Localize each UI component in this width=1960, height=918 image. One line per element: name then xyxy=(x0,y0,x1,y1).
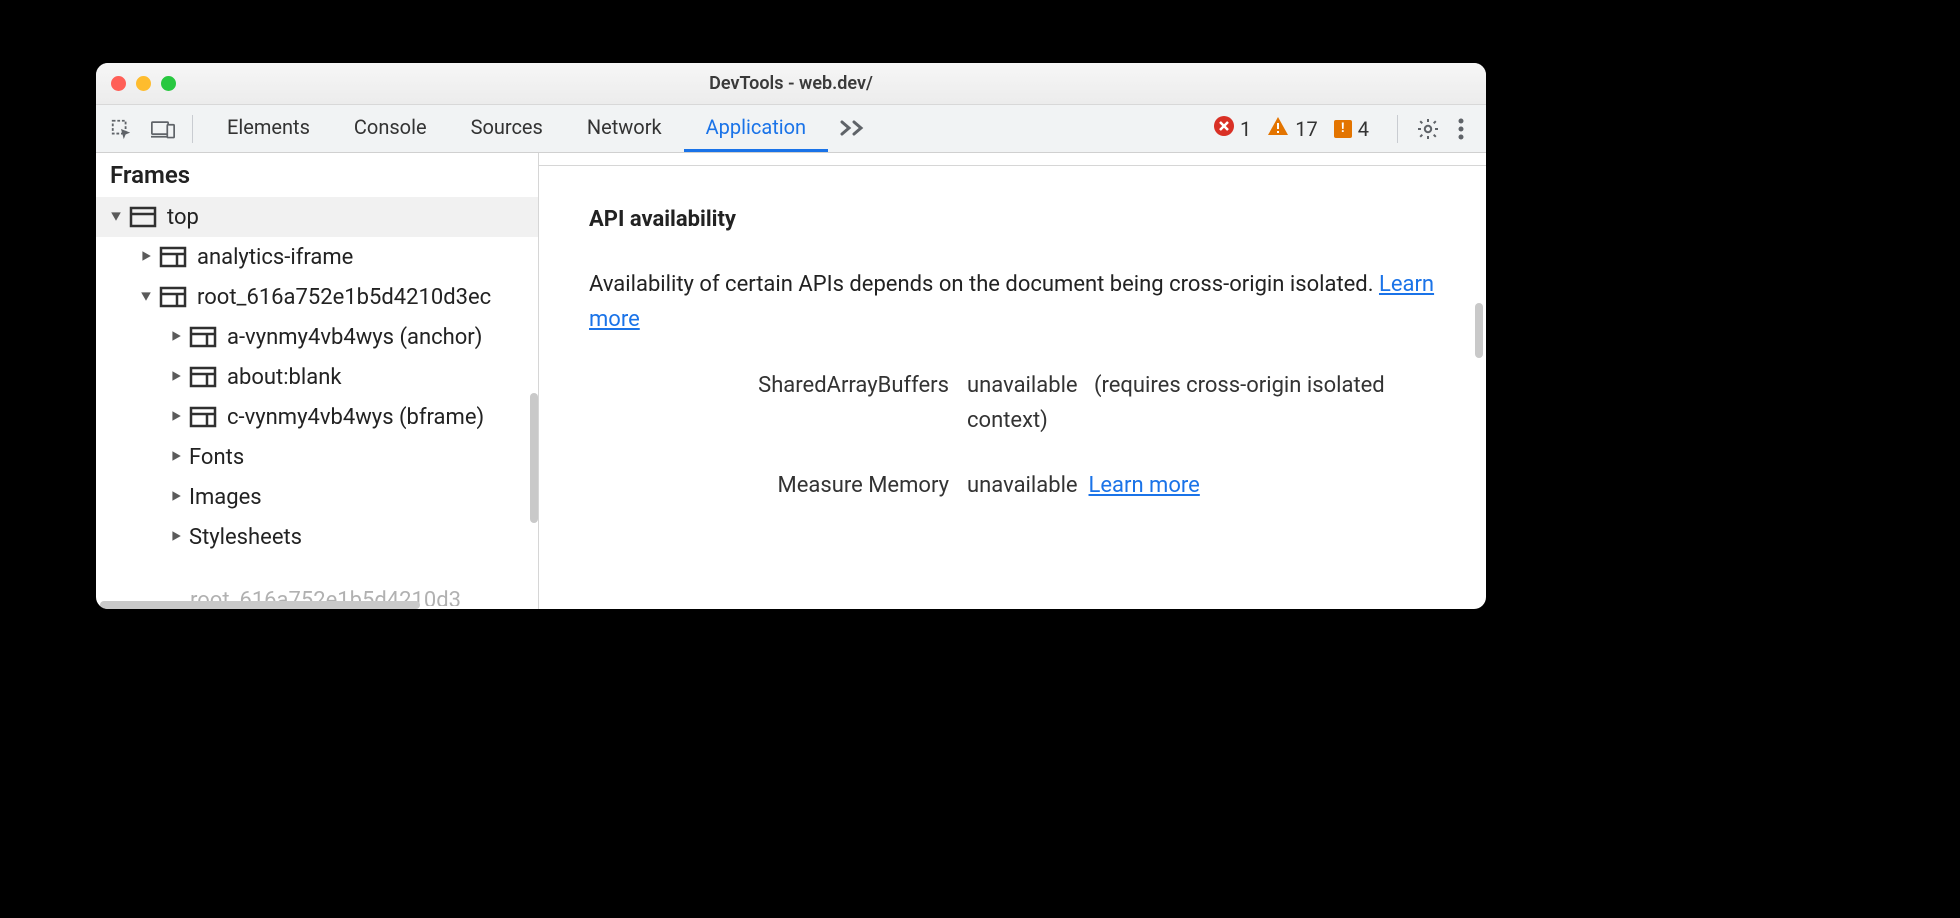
console-status[interactable]: 1 17 ! 4 xyxy=(1214,116,1379,141)
tree-item[interactable]: about:blank xyxy=(96,357,538,397)
tree-item[interactable]: Fonts xyxy=(96,437,538,477)
main-top-border xyxy=(539,153,1486,166)
window-frame-icon xyxy=(129,206,157,228)
tab-application[interactable]: Application xyxy=(684,105,828,152)
tab-elements[interactable]: Elements xyxy=(205,105,332,152)
tab-label: Console xyxy=(354,115,427,139)
zoom-window-button[interactable] xyxy=(161,76,176,91)
more-options-button[interactable] xyxy=(1446,118,1476,140)
tree-item-label: about:blank xyxy=(227,365,342,390)
disclosure-triangle-icon[interactable] xyxy=(170,490,184,504)
tree-item-top[interactable]: top xyxy=(96,197,538,237)
error-icon xyxy=(1214,116,1234,141)
tabstrip: Elements Console Sources Network Applica… xyxy=(96,105,1486,153)
vertical-scrollbar[interactable] xyxy=(1475,303,1483,358)
disclosure-triangle-icon[interactable] xyxy=(170,450,184,464)
window-title: DevTools - web.dev/ xyxy=(96,73,1486,94)
tree-item-label: Stylesheets xyxy=(189,525,302,550)
horizontal-scrollbar[interactable] xyxy=(100,601,420,609)
sidebar: Frames top xyxy=(96,153,539,609)
disclosure-triangle-icon[interactable] xyxy=(170,410,184,424)
tab-label: Elements xyxy=(227,115,310,139)
tab-label: Sources xyxy=(471,115,543,139)
devtools-window: DevTools - web.dev/ Elements Console Sou… xyxy=(96,63,1486,609)
tree-item-label: Fonts xyxy=(189,445,244,470)
api-row-key: Measure Memory xyxy=(589,468,949,503)
tab-label: Network xyxy=(587,115,662,139)
disclosure-triangle-icon[interactable] xyxy=(170,370,184,384)
warning-count: 17 xyxy=(1295,117,1317,141)
api-table: SharedArrayBuffers unavailable (requires… xyxy=(589,368,1436,504)
tree-item[interactable]: c-vynmy4vb4wys (bframe) xyxy=(96,397,538,437)
iframe-icon xyxy=(189,366,217,388)
description-text: Availability of certain APIs depends on … xyxy=(589,272,1379,297)
close-window-button[interactable] xyxy=(111,76,126,91)
sidebar-heading: Frames xyxy=(96,153,538,197)
iframe-icon xyxy=(189,326,217,348)
minimize-window-button[interactable] xyxy=(136,76,151,91)
vertical-scrollbar[interactable] xyxy=(530,393,538,523)
disclosure-triangle-icon[interactable] xyxy=(110,210,124,224)
warning-icon xyxy=(1267,116,1289,141)
tab-label: Application xyxy=(706,115,806,139)
panes: Frames top xyxy=(96,153,1486,609)
disclosure-triangle-icon[interactable] xyxy=(140,290,154,304)
disclosure-triangle-icon[interactable] xyxy=(140,250,154,264)
tree-item-label: Images xyxy=(189,485,262,510)
api-row-value: unavailable (requires cross-origin isola… xyxy=(967,368,1436,438)
tabstrip-divider xyxy=(192,115,193,143)
issue-count: 4 xyxy=(1358,117,1369,141)
section-description: Availability of certain APIs depends on … xyxy=(589,267,1436,337)
device-toolbar-icon[interactable] xyxy=(146,112,180,146)
tree-item[interactable]: Stylesheets xyxy=(96,517,538,557)
settings-button[interactable] xyxy=(1410,117,1446,141)
tree-item[interactable]: a-vynmy4vb4wys (anchor) xyxy=(96,317,538,357)
api-status: unavailable xyxy=(967,373,1078,398)
issue-icon: ! xyxy=(1334,120,1352,138)
tab-sources[interactable]: Sources xyxy=(449,105,565,152)
tree-item[interactable]: analytics-iframe xyxy=(96,237,538,277)
iframe-icon xyxy=(159,286,187,308)
tabstrip-divider xyxy=(1397,115,1398,143)
section-heading: API availability xyxy=(589,202,1436,237)
tree-item-label: root_616a752e1b5d4210d3ec xyxy=(197,285,491,310)
tree-item-label: analytics-iframe xyxy=(197,245,353,270)
tree-item-label: a-vynmy4vb4wys (anchor) xyxy=(227,325,482,350)
api-row-key: SharedArrayBuffers xyxy=(589,368,949,438)
tree-item[interactable]: Images xyxy=(96,477,538,517)
main-pane: API availability Availability of certain… xyxy=(539,153,1486,609)
disclosure-triangle-icon[interactable] xyxy=(170,330,184,344)
tree-item-label: c-vynmy4vb4wys (bframe) xyxy=(227,405,484,430)
inspect-element-icon[interactable] xyxy=(104,112,138,146)
api-availability-section: API availability Availability of certain… xyxy=(539,166,1486,523)
error-count: 1 xyxy=(1240,117,1251,141)
learn-more-link[interactable]: Learn more xyxy=(1089,473,1200,498)
tree-item[interactable]: root_616a752e1b5d4210d3ec xyxy=(96,277,538,317)
tab-console[interactable]: Console xyxy=(332,105,449,152)
iframe-icon xyxy=(159,246,187,268)
iframe-icon xyxy=(189,406,217,428)
tree-item-label: top xyxy=(167,205,199,230)
traffic-lights xyxy=(111,76,176,91)
api-row-value: unavailable Learn more xyxy=(967,468,1436,503)
disclosure-triangle-icon[interactable] xyxy=(170,530,184,544)
api-status: unavailable xyxy=(967,473,1078,498)
frames-tree: top analytics-iframe xyxy=(96,197,538,557)
tab-network[interactable]: Network xyxy=(565,105,684,152)
more-tabs-button[interactable] xyxy=(840,116,866,142)
titlebar: DevTools - web.dev/ xyxy=(96,63,1486,105)
